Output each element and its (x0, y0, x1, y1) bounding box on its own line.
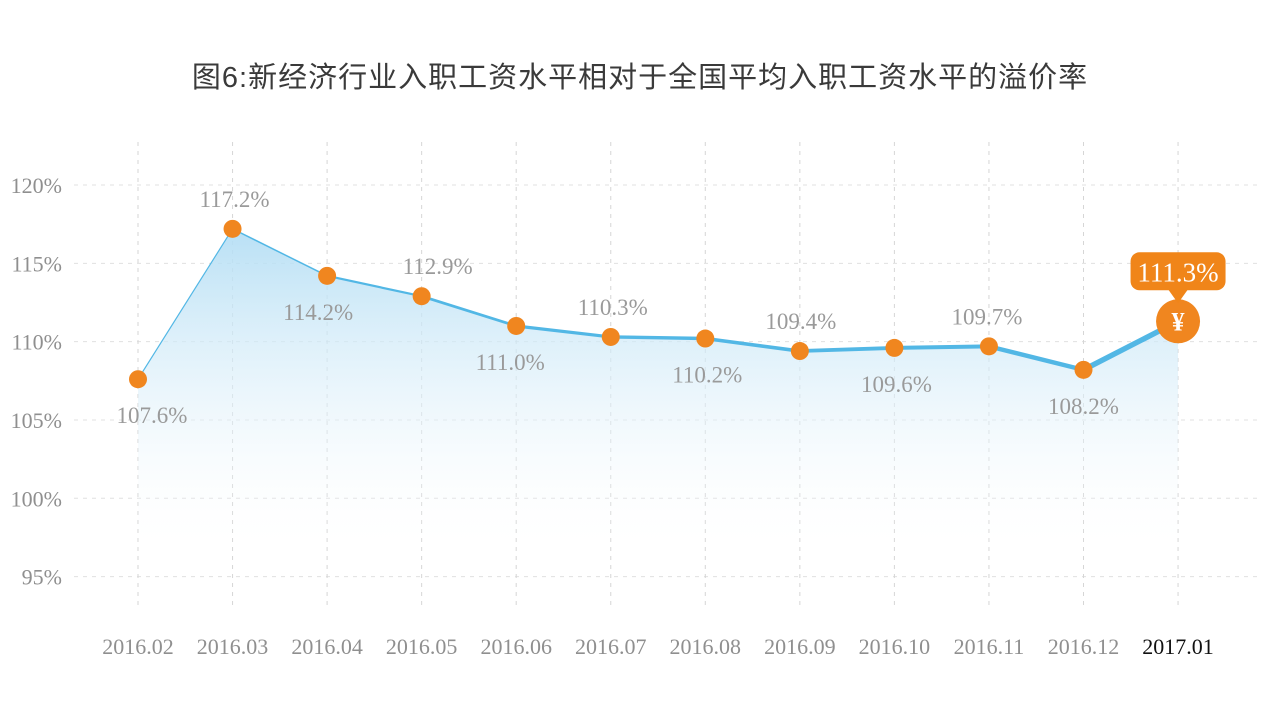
x-axis-tick-label: 2016.07 (575, 634, 647, 659)
data-point-dot (979, 337, 998, 356)
y-axis-tick-label: 95% (22, 565, 62, 590)
data-point-dot (507, 316, 526, 335)
data-point-label: 112.9% (403, 254, 473, 279)
chart-title: 图6:新经济行业入职工资水平相对于全国平均入职工资水平的溢价率 (191, 62, 1089, 94)
x-axis-tick-label: 2016.12 (1048, 634, 1120, 659)
x-axis-tick-label: 2016.10 (859, 634, 931, 659)
series-line-segment (986, 344, 1086, 373)
series-line-segment (326, 274, 423, 298)
data-point-label: 111.0% (476, 350, 545, 375)
data-point-dot (601, 327, 620, 346)
data-point-dot (1074, 360, 1093, 379)
x-axis-tick-label: 2016.09 (764, 634, 836, 659)
series-line-segment (892, 344, 991, 350)
series-line-segment (514, 324, 613, 339)
data-point-label: 110.2% (672, 363, 742, 388)
highlight-badge-tail (1168, 289, 1189, 304)
data-point-dot (412, 287, 431, 306)
x-axis-tick-label: 2016.03 (197, 634, 269, 659)
x-axis-tick-label: 2016.08 (670, 634, 742, 659)
series-line-segment (231, 228, 328, 277)
data-point-label: 107.6% (117, 403, 188, 428)
series-line-segment (609, 335, 707, 341)
y-axis-tick-label: 115% (11, 251, 62, 276)
data-point-label: 110.3% (578, 295, 648, 320)
data-point-dot (790, 342, 809, 361)
highlight-badge-label: 111.3% (1137, 257, 1218, 287)
yen-circle-icon (1156, 299, 1201, 344)
data-point-label: 109.7% (951, 304, 1022, 329)
series-line-segment (137, 228, 234, 380)
y-axis-tick-label: 105% (11, 408, 62, 433)
series-line-segment (420, 294, 518, 328)
x-axis-tick-label: 2016.02 (102, 634, 174, 659)
data-point-dot (696, 329, 715, 348)
x-axis-tick-label: 2016.06 (480, 634, 552, 659)
data-point-dot (885, 338, 904, 357)
x-axis-tick-label: 2016.04 (291, 634, 363, 659)
x-axis-tick-label: 2016.11 (954, 634, 1025, 659)
yen-icon: ¥ (1172, 307, 1185, 336)
y-axis-tick-label: 110% (11, 330, 62, 355)
series-line-segment (703, 336, 802, 353)
data-point-dot (223, 219, 242, 238)
area-fill (138, 228, 1179, 601)
data-point-label: 114.2% (283, 300, 353, 325)
data-point-dot (129, 370, 147, 389)
data-point-label: 109.6% (861, 372, 932, 397)
y-axis-tick-label: 120% (11, 173, 62, 198)
data-point-label: 109.4% (765, 309, 836, 334)
highlight-badge (1130, 252, 1226, 291)
y-axis-tick-label: 100% (11, 486, 62, 511)
data-point-label: 108.2% (1048, 394, 1119, 419)
data-point-dot (318, 266, 337, 285)
x-axis-tick-label: 2017.01 (1142, 634, 1214, 659)
x-axis-tick-label: 2016.05 (386, 634, 458, 659)
series-line-segment (797, 346, 897, 353)
data-point-label: 117.2% (200, 187, 270, 212)
